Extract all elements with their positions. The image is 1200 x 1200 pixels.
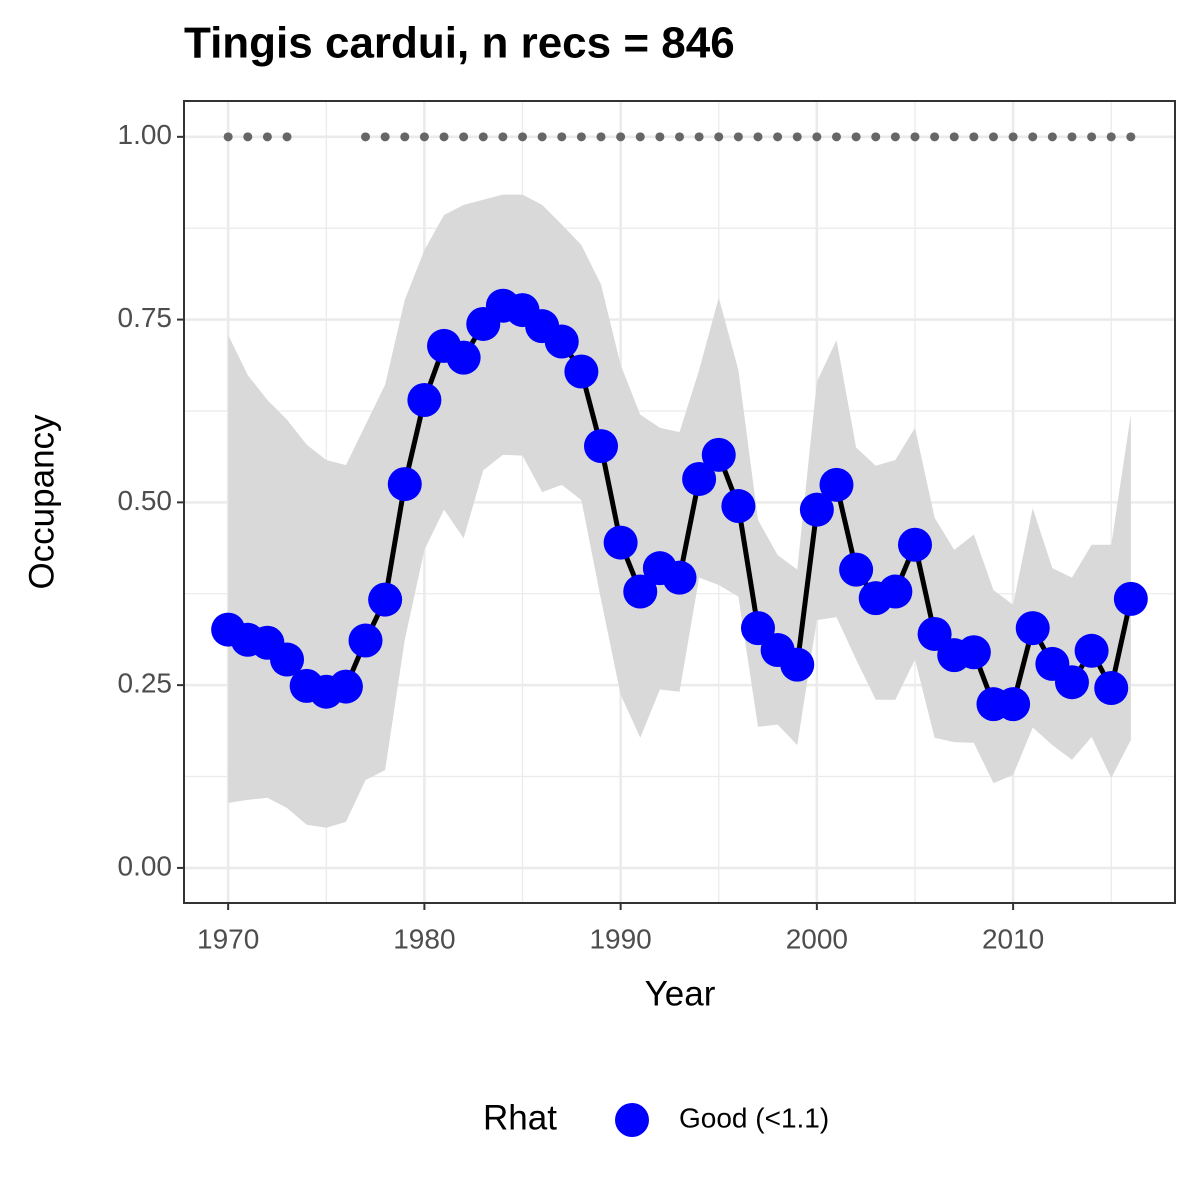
record-dot [419, 132, 429, 142]
x-tick-label: 2000 [786, 923, 848, 954]
record-dot [792, 132, 802, 142]
y-tick-label: 0.75 [118, 302, 173, 333]
y-tick-label: 0.50 [118, 485, 173, 516]
record-dot [675, 132, 684, 142]
panel-border [183, 100, 1176, 904]
record-dot [969, 132, 979, 142]
record-dot [1028, 132, 1038, 142]
x-tick-label: 1990 [589, 923, 651, 954]
y-tick-label: 1.00 [118, 119, 173, 150]
ribbon [228, 194, 1131, 828]
record-dot [243, 132, 253, 142]
record-dot [773, 132, 783, 142]
chart-title: Tingis cardui, n recs = 846 [184, 19, 735, 68]
record-dot [576, 132, 586, 142]
record-dot [1067, 132, 1077, 142]
record-dot [557, 132, 567, 142]
record-dot [616, 132, 626, 142]
point [878, 574, 913, 609]
record-dot [753, 132, 763, 142]
record-dot [223, 132, 233, 142]
record-dot [1008, 132, 1018, 142]
x-tick-label: 1970 [197, 923, 259, 954]
record-dot [655, 132, 665, 142]
record-dot [812, 132, 822, 142]
record-dot [831, 132, 841, 142]
point [682, 461, 717, 496]
record-dot [988, 132, 998, 142]
record-dot [851, 132, 861, 142]
point [1094, 671, 1129, 706]
point [839, 552, 874, 587]
point [368, 582, 403, 617]
record-dot [871, 132, 881, 142]
record-dot [1047, 132, 1057, 142]
point [799, 492, 834, 527]
y-tick-label: 0.25 [118, 668, 173, 699]
point [623, 574, 658, 609]
record-dot [518, 132, 528, 142]
point [584, 429, 619, 464]
record-dot [459, 132, 469, 142]
x-axis-title: Year [645, 974, 716, 1013]
record-dot [930, 132, 940, 142]
point [446, 340, 481, 375]
record-dot [478, 132, 488, 142]
point [996, 687, 1031, 722]
record-dot [596, 132, 606, 142]
x-tick-label: 2010 [982, 923, 1044, 954]
point [1015, 611, 1050, 646]
point [956, 635, 991, 670]
record-dot [949, 132, 959, 142]
x-tick-label: 1980 [393, 923, 455, 954]
record-dot [262, 132, 272, 142]
point [819, 467, 854, 502]
point [740, 611, 775, 646]
record-dot [714, 132, 724, 142]
record-dot [1087, 132, 1097, 142]
record-dot [635, 132, 645, 142]
point [328, 669, 363, 704]
point [662, 560, 697, 595]
point [564, 354, 599, 389]
point [721, 489, 756, 524]
record-dot [498, 132, 508, 142]
record-dot [361, 132, 371, 142]
record-dot [694, 132, 704, 142]
y-tick-label: 0.00 [118, 850, 173, 881]
point [897, 527, 932, 562]
point [701, 437, 736, 472]
record-dot [1126, 132, 1136, 142]
point [407, 383, 442, 418]
legend-title: Rhat [483, 1098, 557, 1137]
point [1074, 633, 1109, 668]
point [270, 642, 305, 677]
y-axis-title: Occupancy [22, 414, 61, 590]
point [603, 525, 638, 560]
record-dot [400, 132, 410, 142]
legend-label: Good (<1.1) [679, 1102, 829, 1133]
record-dot [439, 132, 449, 142]
record-dot [733, 132, 743, 142]
point [387, 467, 422, 502]
record-dot [282, 132, 292, 142]
record-dot [537, 132, 547, 142]
record-dot [910, 132, 920, 142]
point [1054, 665, 1089, 700]
point [348, 623, 383, 658]
record-dot [890, 132, 900, 142]
point [1113, 581, 1148, 616]
point [780, 647, 815, 682]
record-dot [380, 132, 390, 142]
record-dot [1106, 132, 1116, 142]
legend-marker [615, 1103, 649, 1137]
point [544, 324, 579, 359]
